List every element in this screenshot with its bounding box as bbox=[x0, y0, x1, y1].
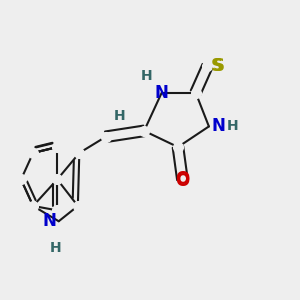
Text: N: N bbox=[155, 84, 169, 102]
Text: N: N bbox=[43, 212, 56, 230]
Text: H: H bbox=[50, 241, 61, 255]
Text: S: S bbox=[211, 57, 223, 75]
Text: O: O bbox=[175, 170, 190, 188]
Text: H: H bbox=[141, 69, 153, 83]
Text: H: H bbox=[226, 119, 238, 134]
Text: H: H bbox=[113, 109, 125, 123]
Text: S: S bbox=[213, 57, 225, 75]
Text: N: N bbox=[211, 117, 225, 135]
Text: O: O bbox=[175, 172, 190, 190]
